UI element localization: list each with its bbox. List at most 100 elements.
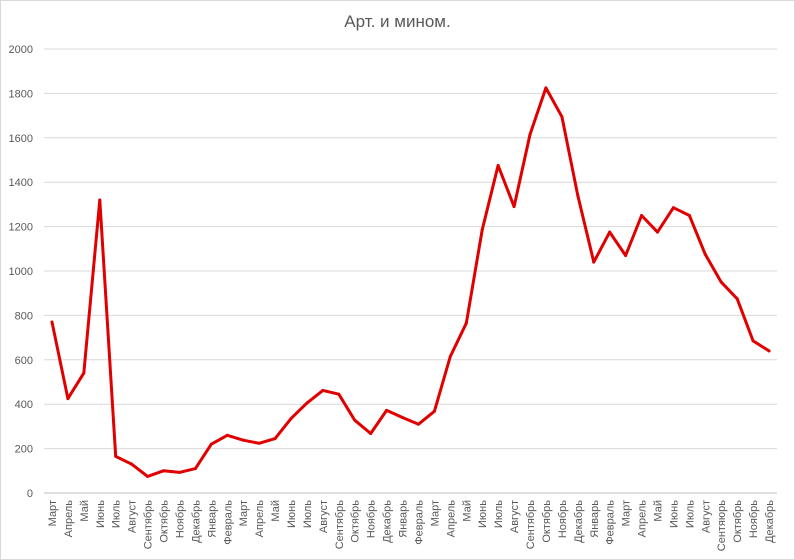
data-point (608, 230, 612, 234)
x-tick-label: Ноябрь (557, 500, 569, 538)
data-point (528, 132, 532, 136)
grid-lines (44, 48, 777, 494)
y-tick-label: 1400 (9, 177, 33, 189)
x-tick-label: Июль (111, 500, 123, 528)
series-line (50, 86, 771, 478)
data-point (241, 438, 245, 442)
data-point (193, 467, 197, 471)
x-tick-label: Сентябрь (525, 500, 537, 550)
x-tick-label: Октябрь (159, 500, 171, 543)
data-point (735, 297, 739, 301)
data-point (353, 418, 357, 422)
x-tick-label: Февраль (605, 500, 617, 545)
x-tick-label: Сентябрь (143, 500, 155, 550)
data-point (751, 339, 755, 343)
data-point (177, 470, 181, 474)
y-tick-label: 0 (27, 488, 33, 500)
data-point (162, 469, 166, 473)
y-axis-ticks: 0 200 400 600 800 1000 1200 1400 1600 1800 2000 (9, 44, 33, 500)
x-tick-label: Сентяюрь (716, 500, 728, 551)
data-point (719, 280, 723, 284)
y-tick-label: 800 (15, 310, 33, 322)
data-point (209, 442, 213, 446)
x-tick-label: Июнь (668, 500, 680, 528)
x-tick-label: Февраль (413, 500, 425, 545)
data-point (624, 253, 628, 257)
data-point (369, 432, 373, 436)
data-point (703, 252, 707, 256)
data-point (671, 206, 675, 210)
data-point (273, 437, 277, 441)
data-point (130, 462, 134, 466)
x-axis-ticks: Март Апрель Май Июнь Июль Август Сентябрь Октяб… (47, 500, 776, 552)
data-point (767, 349, 771, 353)
data-point (592, 260, 596, 264)
x-tick-label: Июль (493, 500, 505, 528)
data-point (416, 422, 420, 426)
x-tick-label: Февраль (222, 500, 234, 545)
data-point (512, 205, 516, 209)
y-tick-label: 400 (15, 399, 33, 411)
x-tick-label: Март (621, 500, 633, 526)
data-point (225, 433, 229, 437)
x-tick-label: Март (238, 500, 250, 526)
x-tick-label: Апрель (445, 500, 457, 538)
x-tick-label: Июль (684, 500, 696, 528)
data-point (576, 194, 580, 198)
x-tick-label: Март (47, 500, 59, 526)
x-tick-label: Май (79, 500, 91, 522)
y-tick-label: 1600 (9, 133, 33, 145)
x-tick-label: Ноябрь (174, 500, 186, 538)
x-tick-label: Август (700, 500, 712, 533)
x-tick-label: Декабрь (382, 500, 394, 543)
y-tick-label: 1000 (9, 266, 33, 278)
x-tick-label: Октябрь (541, 500, 553, 543)
data-point (544, 86, 548, 90)
x-tick-label: Март (429, 500, 441, 526)
x-tick-label: Ноябрь (748, 500, 760, 538)
y-tick-label: 200 (15, 444, 33, 456)
data-point (82, 371, 86, 375)
x-tick-label: Январь (398, 500, 410, 538)
data-point (257, 441, 261, 445)
x-tick-label: Январь (589, 500, 601, 538)
data-point (655, 230, 659, 234)
x-tick-label: Май (270, 500, 282, 522)
data-point (289, 417, 293, 421)
data-point (337, 392, 341, 396)
chart-title: Арт. и мином. (344, 12, 451, 31)
x-tick-label: Сентябрь (334, 500, 346, 550)
data-point (464, 321, 468, 325)
x-tick-label: Май (461, 500, 473, 522)
data-point (401, 416, 405, 420)
data-point (98, 198, 102, 202)
x-tick-label: Август (509, 500, 521, 533)
x-tick-label: Декабрь (764, 500, 776, 543)
data-point (432, 409, 436, 413)
y-tick-label: 600 (15, 355, 33, 367)
data-point (496, 164, 500, 168)
data-point (385, 408, 389, 412)
y-tick-label: 1800 (9, 88, 33, 100)
y-tick-label: 1200 (9, 222, 33, 234)
x-tick-label: Апрель (254, 500, 266, 538)
x-tick-label: Июнь (477, 500, 489, 528)
y-tick-label: 2000 (9, 44, 33, 56)
x-tick-label: Август (127, 500, 139, 533)
data-point (640, 214, 644, 217)
series-layer (50, 86, 771, 478)
data-point (480, 228, 484, 232)
data-point (66, 397, 70, 401)
x-tick-label: Май (652, 500, 664, 522)
x-tick-label: Апрель (637, 500, 649, 538)
data-point (305, 401, 309, 405)
x-tick-label: Декабрь (573, 500, 585, 543)
data-point (687, 214, 691, 217)
x-tick-label: Июнь (286, 500, 298, 528)
x-tick-label: Июнь (95, 500, 107, 528)
x-tick-label: Январь (206, 500, 218, 538)
data-point (448, 354, 452, 358)
data-point (114, 454, 118, 458)
data-point (321, 388, 325, 392)
